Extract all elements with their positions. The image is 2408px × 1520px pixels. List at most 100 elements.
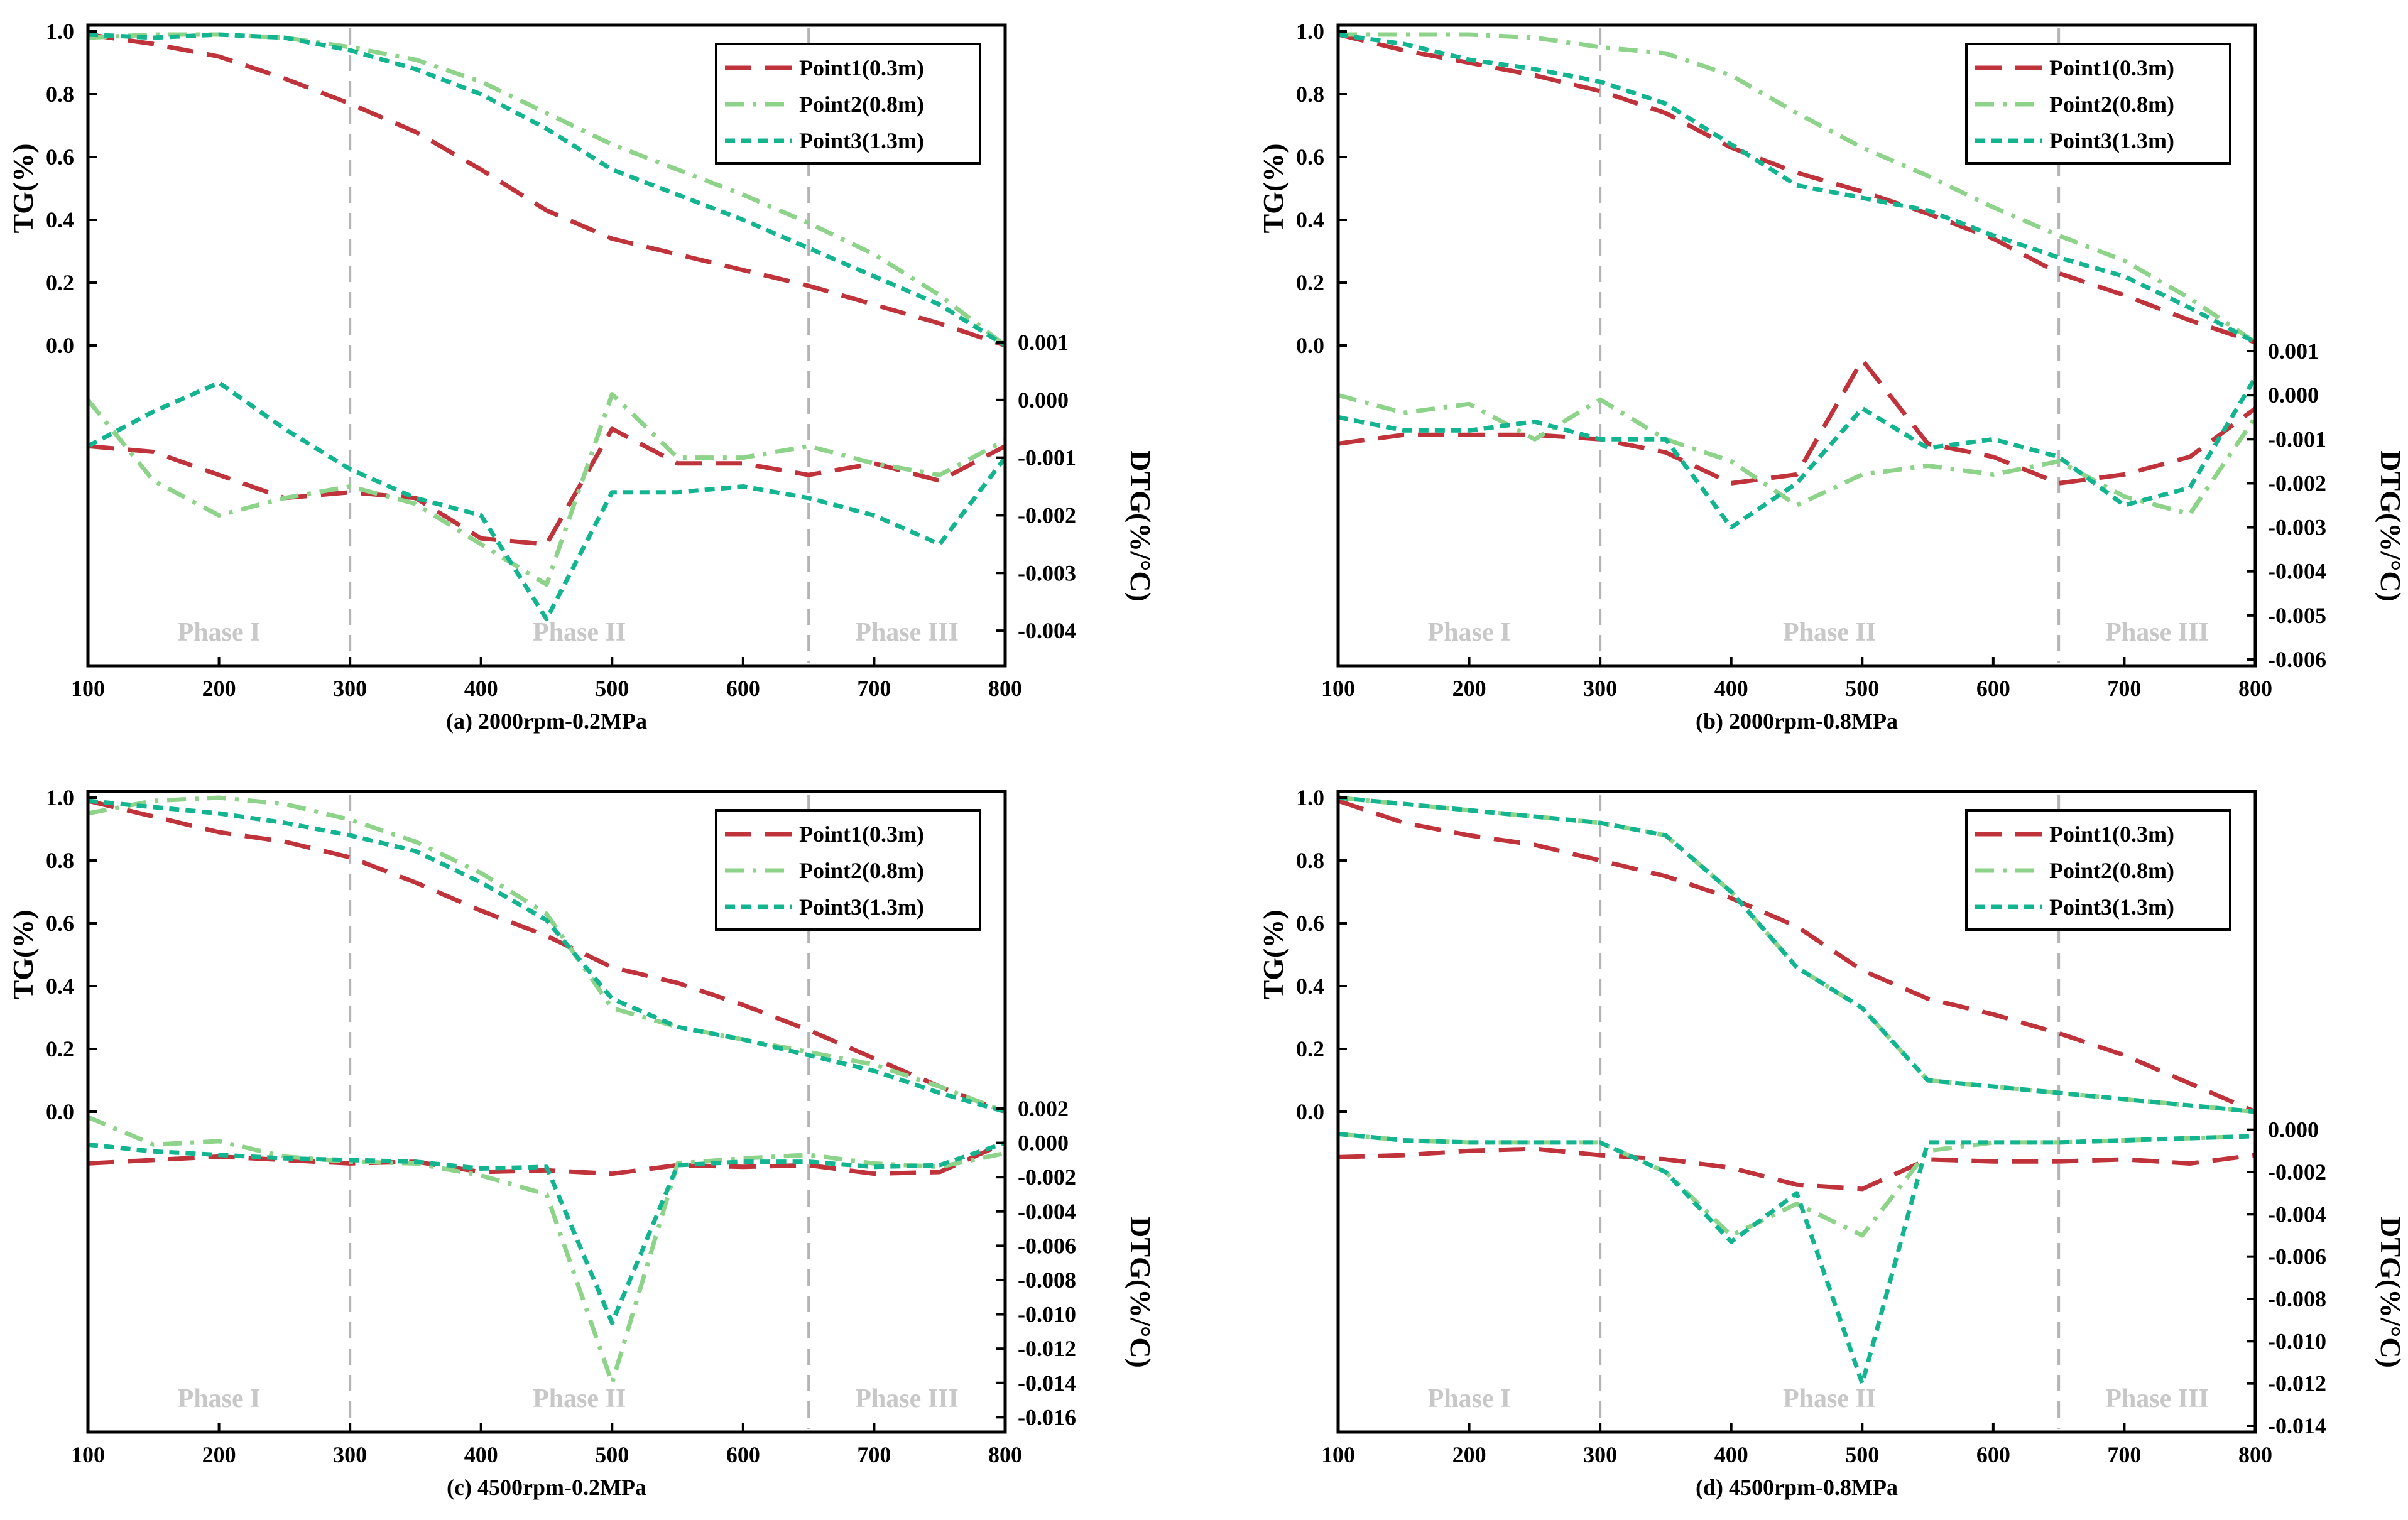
tg-line-point2	[87, 32, 1007, 347]
tg-tick-label: 0.0	[46, 1099, 74, 1124]
legend: Point1(0.3m) Point2(0.8m) Point3(1.3m)	[1965, 809, 2231, 931]
legend-label-point2: Point2(0.8m)	[799, 92, 924, 117]
dtg-tick-label: -0.010	[2268, 1328, 2326, 1354]
x-tick-label: 400	[1714, 676, 1748, 701]
dtg-tick-label: -0.005	[2268, 603, 2326, 628]
dtg-line-point1	[1337, 357, 2257, 486]
dtg-line-point2	[1337, 393, 2257, 516]
chart-svg: Phase I Phase II Phase III 100 200 300 400 500 6…	[7, 19, 1156, 734]
tg-tick-label: 0.4	[1296, 974, 1324, 999]
dtg-line-point2	[87, 1115, 1006, 1386]
x-tick-label: 700	[2107, 1442, 2141, 1467]
chart-svg: Phase I Phase II Phase III 100 200 300 400 500 6…	[1257, 785, 2406, 1500]
tg-tick-label: 0.6	[1296, 144, 1324, 170]
dtg-axis-label: DTG(%/°C)	[1125, 450, 1156, 602]
dtg-tick-label: -0.010	[1018, 1302, 1076, 1327]
x-tick-label: 300	[333, 1442, 367, 1467]
chart-panel-a: Phase I Phase II Phase III 100 200 300 400 500 6…	[0, 0, 1156, 754]
phase-label-3: Phase III	[2105, 618, 2209, 647]
dtg-tick-label: -0.003	[2268, 515, 2326, 540]
dtg-tick-label: 0.000	[2268, 383, 2319, 408]
dtg-tick-label: -0.004	[1018, 1199, 1076, 1224]
chart-panel-c: Phase I Phase II Phase III 100 200 300 400 500 6…	[0, 766, 1156, 1520]
phase-label-1: Phase I	[178, 618, 261, 647]
legend: Point1(0.3m) Point2(0.8m) Point3(1.3m)	[715, 43, 981, 165]
x-tick-label: 800	[988, 676, 1022, 701]
x-tick-label: 700	[2107, 676, 2141, 701]
tg-axis-label: TG(%)	[7, 143, 39, 233]
dtg-tick-label: -0.006	[2268, 1244, 2326, 1269]
dtg-tick-label: -0.012	[1018, 1336, 1076, 1361]
tg-tick-label: 1.0	[46, 785, 74, 810]
legend-box	[1965, 43, 2231, 165]
tg-tick-label: 0.4	[1296, 207, 1324, 232]
x-tick-label: 300	[1583, 676, 1617, 701]
phase-label-1: Phase I	[1428, 618, 1511, 647]
dtg-tick-label: -0.004	[2268, 1202, 2326, 1227]
tg-tick-label: 0.0	[1296, 1099, 1324, 1124]
dtg-tick-label: -0.012	[2268, 1371, 2326, 1396]
dtg-axis-label: DTG(%/°C)	[2375, 1217, 2406, 1368]
chart-panel-b: Phase I Phase II Phase III 100 200 300 400 500 6…	[1250, 0, 2406, 754]
chart-caption: (b) 2000rpm-0.8MPa	[1696, 708, 1898, 734]
tg-line-point1	[1337, 798, 2257, 1114]
legend: Point1(0.3m) Point2(0.8m) Point3(1.3m)	[715, 809, 981, 931]
x-tick-label: 400	[464, 1442, 498, 1467]
tg-line-point2	[87, 795, 1006, 1114]
dtg-tick-label: 0.000	[1018, 1131, 1069, 1156]
x-tick-label: 300	[333, 676, 367, 701]
dtg-tick-label: -0.008	[1018, 1268, 1076, 1293]
tg-tick-label: 0.0	[46, 333, 74, 358]
phase-label-2: Phase II	[1783, 618, 1876, 647]
dtg-tick-label: -0.014	[1018, 1371, 1076, 1396]
legend-box	[715, 43, 981, 165]
chart-panel-d: Phase I Phase II Phase III 100 200 300 400 500 6…	[1250, 766, 2406, 1520]
phase-label-3: Phase III	[855, 618, 959, 647]
x-tick-label: 600	[726, 1442, 760, 1467]
tg-line-point1	[1337, 32, 2257, 345]
x-tick-label: 400	[1714, 1442, 1748, 1467]
tg-tick-label: 1.0	[1296, 19, 1324, 44]
dtg-tick-label: -0.004	[1018, 618, 1076, 643]
tg-tick-label: 0.8	[1296, 82, 1324, 107]
chart-caption: (c) 4500rpm-0.2MPa	[447, 1475, 646, 1500]
tg-line-point3	[87, 32, 1006, 347]
x-tick-label: 600	[1976, 676, 2010, 701]
x-tick-label: 800	[2238, 1442, 2272, 1467]
dtg-tick-label: 0.002	[1018, 1096, 1069, 1121]
x-tick-label: 600	[726, 676, 760, 701]
tg-line-point2	[1338, 32, 2257, 344]
x-tick-label: 500	[1845, 1442, 1879, 1467]
tg-tick-label: 0.2	[1296, 1036, 1324, 1061]
x-tick-label: 500	[595, 1442, 629, 1467]
chart-caption: (a) 2000rpm-0.2MPa	[446, 708, 647, 734]
dtg-tick-label: -0.002	[2268, 1159, 2326, 1185]
dtg-line-point2	[86, 392, 1006, 587]
dtg-tick-label: -0.003	[1018, 560, 1076, 585]
x-tick-label: 700	[857, 676, 891, 701]
tg-line-point3	[1337, 32, 2257, 345]
tg-tick-label: 0.8	[46, 82, 74, 107]
x-tick-label: 500	[1845, 676, 1879, 701]
phase-label-1: Phase I	[178, 1384, 261, 1413]
x-tick-label: 100	[1321, 1442, 1355, 1467]
phase-label-2: Phase II	[533, 618, 626, 647]
dtg-tick-label: -0.016	[1018, 1404, 1076, 1430]
dtg-tick-label: -0.006	[1018, 1233, 1076, 1258]
tg-tick-label: 1.0	[46, 19, 74, 44]
dtg-tick-label: -0.014	[2268, 1413, 2326, 1438]
dtg-axis-label: DTG(%/°C)	[1125, 1217, 1156, 1368]
legend-label-point1: Point1(0.3m)	[2049, 55, 2174, 80]
dtg-tick-label: -0.001	[1018, 445, 1076, 470]
x-tick-label: 100	[71, 1442, 105, 1467]
tg-line-point1	[87, 798, 1006, 1114]
x-tick-label: 200	[1452, 1442, 1486, 1467]
chart-svg: Phase I Phase II Phase III 100 200 300 400 500 6…	[1257, 19, 2406, 734]
tg-line-point1	[87, 32, 1006, 348]
x-tick-label: 200	[202, 1442, 236, 1467]
tg-line-point3	[1337, 795, 2256, 1114]
legend-label-point2: Point2(0.8m)	[2049, 92, 2174, 117]
x-tick-label: 100	[71, 676, 105, 701]
dtg-tick-label: 0.000	[2268, 1117, 2319, 1143]
dtg-line-point3	[1337, 376, 2258, 530]
